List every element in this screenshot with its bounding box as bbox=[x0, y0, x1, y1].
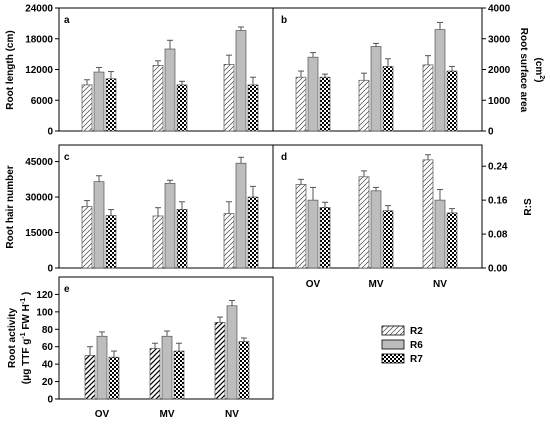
bar-d-r6-nv bbox=[435, 200, 445, 268]
ytick-label-c-0: 0 bbox=[47, 264, 53, 275]
bar-a-r2-ov bbox=[82, 85, 92, 131]
ytick-label-b-0: 0 bbox=[488, 127, 494, 138]
ylabel-e-unit: (μg TTF g-1 FW H-1 ) bbox=[20, 292, 32, 384]
bar-c-r7-ov bbox=[106, 215, 116, 268]
bar-c-r7-mv bbox=[177, 209, 187, 268]
xtick-label-e-nv: NV bbox=[225, 409, 239, 420]
ylabel-a: Root length (cm) bbox=[5, 30, 16, 109]
bar-d-r2-mv bbox=[359, 177, 369, 268]
legend-label-r2: R2 bbox=[410, 326, 423, 337]
bar-b-r7-nv bbox=[447, 71, 457, 131]
bar-e-r7-ov bbox=[109, 357, 119, 399]
panel-letter-e: e bbox=[64, 284, 70, 295]
bar-d-r7-ov bbox=[320, 207, 330, 268]
bar-c-r6-nv bbox=[236, 163, 246, 268]
ylabel-b: Root surface area bbox=[518, 28, 529, 113]
ytick-label-e-4: 80 bbox=[42, 325, 54, 336]
ytick-label-e-1: 20 bbox=[42, 377, 54, 388]
bar-e-r7-nv bbox=[239, 341, 249, 399]
bar-e-r6-nv bbox=[227, 306, 237, 399]
bar-d-r6-ov bbox=[308, 200, 318, 268]
ytick-label-a-4: 24000 bbox=[25, 4, 53, 15]
bar-e-r2-ov bbox=[85, 355, 95, 399]
bar-d-r7-mv bbox=[383, 211, 393, 268]
xtick-label-d-nv: NV bbox=[433, 279, 447, 290]
bar-a-r7-ov bbox=[106, 79, 116, 131]
bar-e-r7-mv bbox=[174, 351, 184, 399]
ytick-label-b-2: 2000 bbox=[488, 65, 511, 76]
ytick-label-a-1: 6000 bbox=[31, 96, 54, 107]
panel-letter-b: b bbox=[281, 15, 287, 26]
bar-e-r6-ov bbox=[97, 336, 107, 399]
legend-swatch-r7 bbox=[382, 354, 404, 363]
bar-b-r6-ov bbox=[308, 57, 318, 131]
xtick-label-d-mv: MV bbox=[369, 279, 384, 290]
axis-labels: Root length (cm) Root hair number R:S Ro… bbox=[5, 28, 545, 384]
bar-a-r6-ov bbox=[94, 72, 104, 131]
legend-swatch-r2 bbox=[382, 326, 404, 335]
ytick-label-d-3: 0.24 bbox=[488, 162, 508, 173]
bar-b-r7-ov bbox=[320, 77, 330, 131]
xtick-label-e-ov: OV bbox=[95, 409, 110, 420]
panel-letter-a: a bbox=[64, 15, 70, 26]
xtick-label-e-mv: MV bbox=[160, 409, 175, 420]
ytick-label-b-4: 4000 bbox=[488, 4, 511, 15]
legend-label-r7: R7 bbox=[410, 354, 423, 365]
bar-c-r6-mv bbox=[165, 183, 175, 268]
bar-b-r6-mv bbox=[371, 46, 381, 131]
bar-a-r7-nv bbox=[248, 85, 258, 131]
ytick-label-c-3: 45000 bbox=[25, 157, 53, 168]
bar-c-r2-ov bbox=[82, 207, 92, 269]
bar-c-r2-mv bbox=[153, 216, 163, 268]
ytick-label-e-6: 120 bbox=[36, 290, 53, 301]
ytick-label-a-0: 0 bbox=[47, 127, 53, 138]
xtick-label-d-ov: OV bbox=[306, 279, 321, 290]
bar-e-r2-nv bbox=[215, 322, 225, 399]
bar-a-r7-mv bbox=[177, 85, 187, 131]
bar-d-r2-nv bbox=[423, 160, 433, 268]
bar-c-r6-ov bbox=[94, 182, 104, 268]
bar-b-r2-mv bbox=[359, 80, 369, 131]
ytick-label-e-0: 0 bbox=[47, 395, 53, 406]
bar-d-r6-mv bbox=[371, 191, 381, 268]
ytick-label-b-3: 3000 bbox=[488, 34, 511, 45]
ytick-label-a-3: 18000 bbox=[25, 34, 53, 45]
ytick-label-c-2: 30000 bbox=[25, 193, 53, 204]
legend-label-r6: R6 bbox=[410, 340, 423, 351]
ytick-label-d-2: 0.16 bbox=[488, 196, 508, 207]
ytick-label-a-2: 12000 bbox=[25, 65, 53, 76]
bar-b-r7-mv bbox=[383, 66, 393, 131]
panel-letter-d: d bbox=[281, 152, 287, 163]
ytick-label-e-5: 100 bbox=[36, 307, 53, 318]
bar-b-r2-nv bbox=[423, 65, 433, 131]
bar-a-r2-mv bbox=[153, 65, 163, 131]
bar-e-r6-mv bbox=[162, 336, 172, 399]
ytick-label-b-1: 1000 bbox=[488, 96, 511, 107]
panel-letter-c: c bbox=[64, 152, 70, 163]
ylabel-d: R:S bbox=[523, 198, 534, 216]
bar-a-r6-mv bbox=[165, 49, 175, 131]
bar-b-r2-ov bbox=[296, 77, 306, 131]
legend: R2 R6 R7 bbox=[382, 326, 423, 365]
ytick-label-d-1: 0.08 bbox=[488, 230, 508, 241]
ytick-label-e-2: 40 bbox=[42, 360, 54, 371]
bar-d-r7-nv bbox=[447, 213, 457, 268]
bar-c-r7-nv bbox=[248, 197, 258, 268]
ytick-label-c-1: 15000 bbox=[25, 228, 53, 239]
bar-b-r6-nv bbox=[435, 30, 445, 131]
ytick-label-e-3: 60 bbox=[42, 342, 54, 353]
bar-e-r2-mv bbox=[150, 348, 160, 399]
bar-c-r2-nv bbox=[224, 214, 234, 268]
ylabel-e: Root activity bbox=[7, 308, 18, 368]
bar-a-r2-nv bbox=[224, 64, 234, 131]
ylabel-c: Root hair number bbox=[5, 165, 16, 248]
ylabel-b-unit: (cm2) bbox=[533, 57, 545, 82]
legend-swatch-r6 bbox=[382, 340, 404, 349]
ytick-label-d-0: 0.00 bbox=[488, 264, 508, 275]
bar-d-r2-ov bbox=[296, 184, 306, 268]
bar-a-r6-nv bbox=[236, 31, 246, 131]
